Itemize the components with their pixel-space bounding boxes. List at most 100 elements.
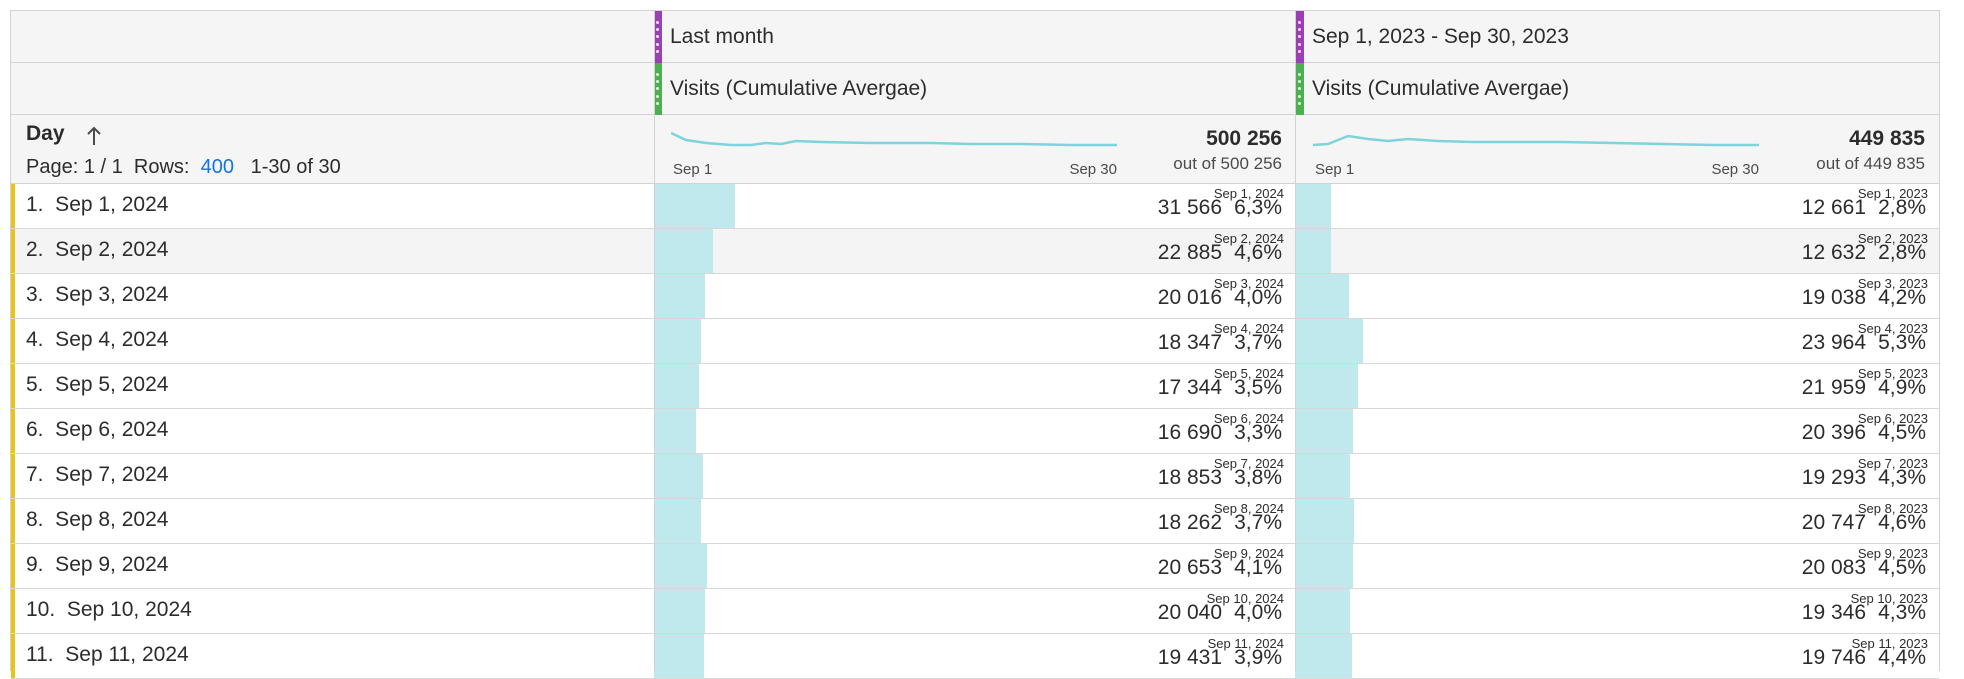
cell-value[interactable]: 31 566 [1157,196,1222,219]
row-range: 1-30 of 30 [250,156,341,178]
sparkline [671,131,1117,147]
table-row[interactable]: 1. Sep 1, 2024 31 566 6,3% Sep 1, 2024 12 66… [11,184,1939,229]
cell-date-label: Sep 6, 2024 [1213,411,1284,426]
table-row[interactable]: 4. Sep 4, 2024 18 347 3,7% Sep 4, 2024 23 96… [11,319,1939,364]
row-label[interactable]: 1. Sep 1, 2024 [26,193,169,216]
cell-value[interactable]: 19 293 [1801,466,1866,489]
value-bar [1295,454,1350,498]
cell-date-label: Sep 10, 2023 [1850,591,1928,606]
cell-value[interactable]: 18 262 [1157,511,1222,534]
cell-value[interactable]: 20 083 [1801,556,1866,579]
cell-value[interactable]: 20 747 [1801,511,1866,534]
table-row[interactable]: 10. Sep 10, 2024 20 040 4,0% Sep 10, 2024 19… [11,589,1939,634]
cell-percent: 4,3% [1878,601,1926,624]
cell-value[interactable]: 22 885 [1157,241,1222,264]
table-row[interactable]: 9. Sep 9, 2024 20 653 4,1% Sep 9, 2024 20 08… [11,544,1939,589]
cell-value[interactable]: 19 038 [1801,286,1866,309]
value-bar [654,364,699,408]
value-bar [1295,229,1331,273]
row-marker [11,229,15,273]
cell-percent: 3,8% [1234,466,1282,489]
table-row[interactable]: 7. Sep 7, 2024 18 853 3,8% Sep 7, 2024 19 29… [11,454,1939,499]
rows-label: Rows: [133,156,190,178]
totals-header-row [11,115,1939,184]
row-label[interactable]: 8. Sep 8, 2024 [26,508,169,531]
cell-date-label: Sep 8, 2023 [1857,501,1928,516]
cell-value[interactable]: 19 346 [1801,601,1866,624]
cell-date-label: Sep 6, 2023 [1857,411,1928,426]
segment-header-row [11,11,1939,63]
value-bar [1295,274,1349,318]
table-row[interactable]: 8. Sep 8, 2024 18 262 3,7% Sep 8, 2024 20 74… [11,499,1939,544]
segment-label[interactable]: Last month [670,25,774,48]
metric-label[interactable]: Visits (Cumulative Avergae) [1312,77,1570,100]
table-row[interactable]: 6. Sep 6, 2024 16 690 3,3% Sep 6, 2024 20 39… [11,409,1939,454]
row-label[interactable]: 5. Sep 5, 2024 [26,373,169,396]
cell-percent: 4,5% [1878,556,1926,579]
cell-date-label: Sep 5, 2024 [1213,366,1284,381]
column-total-sub: out of 449 835 [1816,154,1925,173]
table-row[interactable]: 3. Sep 3, 2024 20 016 4,0% Sep 3, 2024 19 03… [11,274,1939,319]
rows-per-page-link[interactable]: 400 [200,156,234,178]
value-bar [654,499,701,543]
cell-percent: 3,7% [1234,511,1282,534]
value-bar [1295,184,1331,228]
cell-value[interactable]: 20 016 [1157,286,1222,309]
cell-value[interactable]: 16 690 [1157,421,1222,444]
cell-percent: 3,3% [1234,421,1282,444]
cell-date-label: Sep 8, 2024 [1213,501,1284,516]
row-label[interactable]: 6. Sep 6, 2024 [26,418,169,441]
cell-value[interactable]: 23 964 [1801,331,1866,354]
column-total: 449 835 [1849,127,1925,150]
cell-value[interactable]: 18 853 [1157,466,1222,489]
metric-drag-handle[interactable] [1296,63,1304,115]
arrow-up-icon[interactable] [85,125,103,147]
segment-label[interactable]: Sep 1, 2023 - Sep 30, 2023 [1312,25,1569,48]
row-label[interactable]: 4. Sep 4, 2024 [26,328,169,351]
cell-percent: 3,5% [1234,376,1282,399]
cell-percent: 4,1% [1234,556,1282,579]
dimension-title[interactable]: Day [26,122,65,145]
table-row[interactable]: 11. Sep 11, 2024 19 431 3,9% Sep 11, 2024 19… [11,634,1939,679]
cell-percent: 4,2% [1878,286,1926,309]
segment-drag-handle[interactable] [654,11,662,63]
sparkline-start-label: Sep 1 [1315,161,1355,178]
value-bar [654,184,735,228]
sparkline-end-label: Sep 30 [1711,161,1759,178]
row-label[interactable]: 10. Sep 10, 2024 [26,598,192,621]
cell-value[interactable]: 20 653 [1157,556,1222,579]
cell-percent: 4,3% [1878,466,1926,489]
value-bar [1295,409,1353,453]
segment-drag-handle[interactable] [1296,11,1304,63]
cell-percent: 3,7% [1234,331,1282,354]
table-row[interactable]: 2. Sep 2, 2024 22 885 4,6% Sep 2, 2024 12 63… [11,229,1939,274]
row-marker [11,184,15,228]
row-label[interactable]: 2. Sep 2, 2024 [26,238,169,261]
sparkline-end-label: Sep 30 [1069,161,1117,178]
metric-drag-handle[interactable] [654,63,662,115]
metric-label[interactable]: Visits (Cumulative Avergae) [670,77,928,100]
cell-value[interactable]: 20 396 [1801,421,1866,444]
row-marker [11,319,15,363]
row-marker [11,409,15,453]
row-label[interactable]: 7. Sep 7, 2024 [26,463,169,486]
cell-date-label: Sep 2, 2023 [1857,231,1928,246]
cell-value[interactable]: 17 344 [1157,376,1222,399]
cell-date-label: Sep 3, 2023 [1857,276,1928,291]
cell-value[interactable]: 12 661 [1801,196,1866,219]
row-label[interactable]: 9. Sep 9, 2024 [26,553,169,576]
row-label[interactable]: 11. Sep 11, 2024 [26,643,189,666]
cell-date-label: Sep 7, 2024 [1213,456,1284,471]
cell-date-label: Sep 2, 2024 [1213,231,1284,246]
cell-date-label: Sep 5, 2023 [1857,366,1928,381]
cell-value[interactable]: 18 347 [1157,331,1222,354]
cell-value[interactable]: 20 040 [1157,601,1222,624]
cell-date-label: Sep 11, 2023 [1851,636,1928,651]
row-marker [11,589,15,633]
cell-value[interactable]: 21 959 [1801,376,1866,399]
value-bar [1295,499,1354,543]
table-row[interactable]: 5. Sep 5, 2024 17 344 3,5% Sep 5, 2024 21 95… [11,364,1939,409]
cell-value[interactable]: 12 632 [1801,241,1866,264]
column-total: 500 256 [1206,127,1282,150]
row-label[interactable]: 3. Sep 3, 2024 [26,283,169,306]
